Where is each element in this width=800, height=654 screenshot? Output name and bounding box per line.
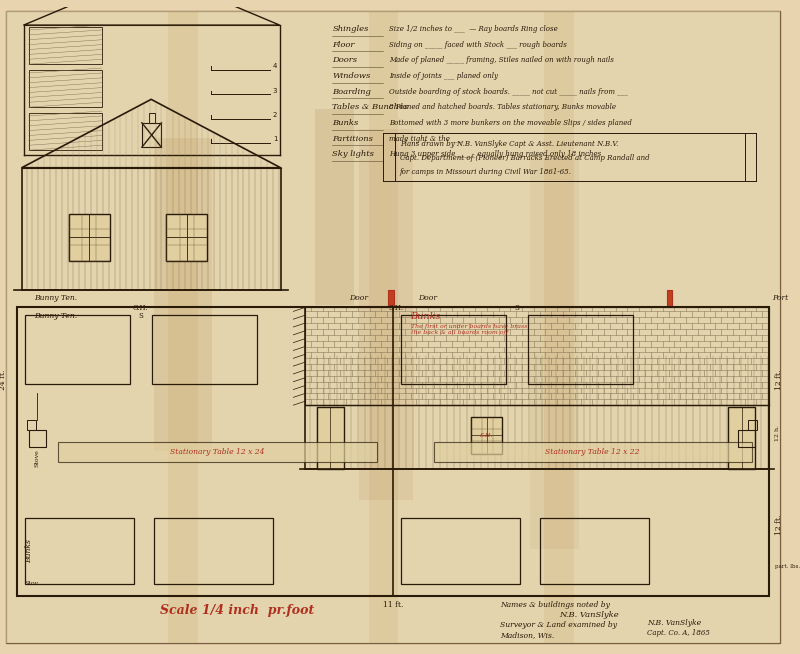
- Text: Siding on _____ faced with Stock ___ rough boards: Siding on _____ faced with Stock ___ rou…: [389, 41, 567, 48]
- Bar: [69, 214, 110, 260]
- Bar: [25, 517, 134, 584]
- Text: S.H.: S.H.: [388, 304, 403, 313]
- Bar: [401, 315, 506, 384]
- Bar: [142, 123, 162, 147]
- Text: Capt. Co. A, 1865: Capt. Co. A, 1865: [647, 628, 710, 637]
- Text: Door: Door: [418, 294, 437, 301]
- Text: Port: Port: [772, 294, 788, 301]
- Text: Door: Door: [350, 294, 368, 301]
- Text: Shingles: Shingles: [332, 25, 369, 33]
- Bar: [29, 113, 102, 150]
- Text: part. lbs.: part. lbs.: [775, 564, 800, 569]
- Bar: [29, 430, 46, 447]
- Text: Bunny Ten.: Bunny Ten.: [34, 294, 78, 301]
- Bar: [545, 11, 574, 643]
- Text: Partitions: Partitions: [332, 135, 374, 143]
- Text: Outside boarding of stock boards. _____ not cut _____ nails from ___: Outside boarding of stock boards. _____ …: [389, 88, 628, 95]
- Bar: [152, 315, 257, 384]
- Bar: [471, 417, 502, 454]
- Bar: [317, 407, 344, 469]
- Bar: [530, 158, 578, 549]
- Text: 12 h.: 12 h.: [775, 424, 780, 441]
- Text: 3: 3: [273, 88, 278, 94]
- Text: Madison, Wis.: Madison, Wis.: [501, 630, 554, 639]
- Bar: [539, 517, 649, 584]
- Text: Bunny Ten.: Bunny Ten.: [34, 313, 78, 320]
- Text: 12 ft.: 12 ft.: [775, 514, 783, 534]
- Bar: [666, 290, 673, 307]
- Text: 1: 1: [273, 136, 278, 143]
- Bar: [25, 315, 130, 384]
- Text: Size 1/2 inches to ___  — Ray boards Ring close: Size 1/2 inches to ___ — Ray boards Ring…: [389, 25, 558, 33]
- Text: The first or under boards have brass
the back & all boards room off: The first or under boards have brass the…: [410, 324, 527, 335]
- Text: Tables & Bunches: Tables & Bunches: [332, 103, 409, 111]
- Bar: [154, 139, 212, 451]
- Text: 11 ft.: 11 ft.: [382, 600, 403, 609]
- Bar: [728, 407, 755, 469]
- Text: S: S: [138, 313, 143, 320]
- Bar: [528, 315, 634, 384]
- Bar: [315, 109, 354, 305]
- Text: G.H.: G.H.: [133, 304, 149, 313]
- Bar: [29, 70, 102, 107]
- Text: 24 ft.: 24 ft.: [0, 370, 7, 390]
- Bar: [388, 290, 394, 307]
- Text: made tight & the ___: made tight & the ___: [389, 135, 462, 143]
- Bar: [26, 420, 36, 430]
- Text: Stationary Table 12 x 22: Stationary Table 12 x 22: [545, 448, 639, 456]
- Text: 2: 2: [273, 112, 277, 118]
- Text: for camps in Missouri during Civil War 1861-65.: for camps in Missouri during Civil War 1…: [400, 167, 572, 176]
- Bar: [168, 11, 198, 643]
- Text: Windows: Windows: [332, 72, 370, 80]
- Text: Sky lights: Sky lights: [332, 150, 374, 158]
- Text: Bottomed with 3 more bunkers on the moveable Slips / sides planed: Bottomed with 3 more bunkers on the move…: [389, 119, 632, 127]
- Bar: [149, 113, 154, 123]
- Bar: [395, 133, 745, 181]
- Text: Inside of joints ___ planed only: Inside of joints ___ planed only: [389, 72, 498, 80]
- Bar: [369, 11, 398, 643]
- Bar: [29, 27, 102, 64]
- Text: Plans drawn by N.B. VanSlyke Capt & Asst. Lieutenant N.B.V.: Plans drawn by N.B. VanSlyke Capt & Asst…: [400, 141, 618, 148]
- Text: Scale 1/4 inch  pr.foot: Scale 1/4 inch pr.foot: [159, 604, 314, 617]
- Text: Doors: Doors: [332, 56, 358, 64]
- Text: N.B. VanSlyke: N.B. VanSlyke: [647, 619, 701, 627]
- Bar: [17, 307, 769, 596]
- Bar: [738, 430, 755, 447]
- Text: Bunks: Bunks: [410, 313, 441, 321]
- Bar: [166, 214, 207, 260]
- Bar: [58, 442, 378, 462]
- Text: Hung 3 upper side _____ equally hung raised only 18 inches: Hung 3 upper side _____ equally hung rai…: [389, 150, 602, 158]
- Text: 8 Planed and hatched boards. Tables stationary, Bunks movable: 8 Planed and hatched boards. Tables stat…: [389, 103, 616, 111]
- Text: Bunks: Bunks: [332, 119, 358, 127]
- Text: 4: 4: [273, 63, 277, 69]
- Text: Stove: Stove: [35, 449, 40, 467]
- Text: Surveyor & Land examined by: Surveyor & Land examined by: [501, 621, 618, 629]
- Text: Stationary Table 12 x 24: Stationary Table 12 x 24: [170, 448, 264, 456]
- Text: Floor: Floor: [332, 41, 354, 48]
- Text: Capt. Department of (Pioneer) Barracks Erected at Camp Randall and: Capt. Department of (Pioneer) Barracks E…: [400, 154, 650, 162]
- Text: S.H.: S.H.: [480, 433, 494, 438]
- Bar: [401, 517, 520, 584]
- Bar: [358, 129, 413, 500]
- Bar: [434, 442, 751, 462]
- Bar: [748, 420, 758, 430]
- Bar: [154, 517, 273, 584]
- Bar: [305, 307, 769, 405]
- Text: Boarding: Boarding: [332, 88, 371, 95]
- Text: Stov: Stov: [25, 581, 38, 586]
- Text: Names & buildings noted by: Names & buildings noted by: [501, 602, 610, 610]
- Text: Made of planed _____ framing, Stiles nailed on with rough nails: Made of planed _____ framing, Stiles nai…: [389, 56, 614, 64]
- Text: N.B. VanSlyke: N.B. VanSlyke: [559, 611, 619, 619]
- Text: 12 ft.: 12 ft.: [775, 370, 783, 390]
- Text: Bunks: Bunks: [25, 539, 33, 562]
- Text: S: S: [514, 304, 519, 313]
